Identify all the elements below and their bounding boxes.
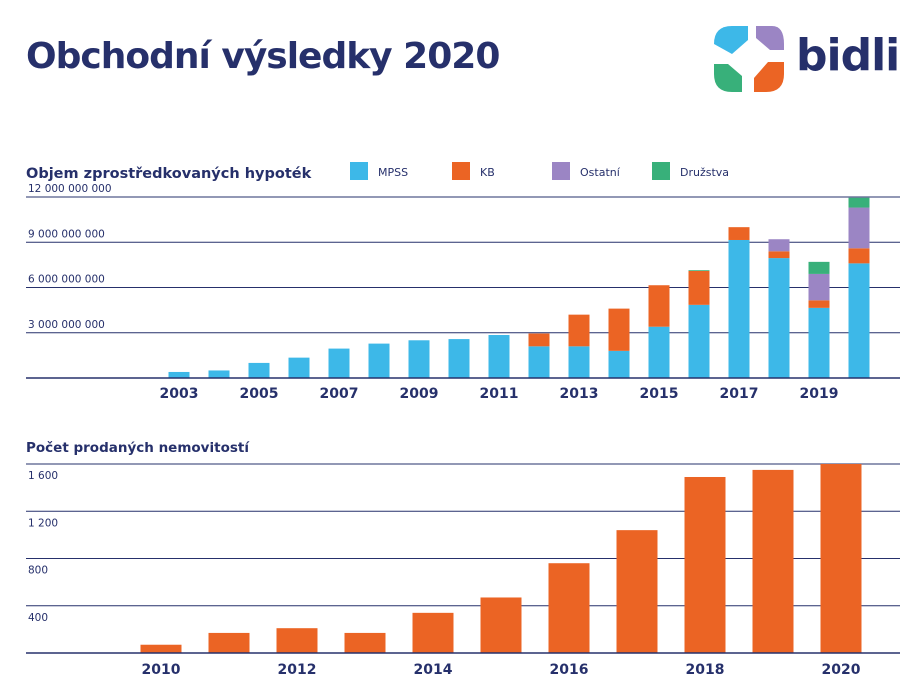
- bar-2019: [752, 469, 794, 653]
- y-tick-label: 3 000 000 000: [28, 319, 105, 331]
- bar-kb-2018: [768, 251, 790, 259]
- x-tick-label: 2007: [320, 386, 359, 402]
- x-tick-label: 2014: [414, 662, 453, 678]
- bar-2020: [820, 464, 862, 653]
- legend-swatch-mpss: [350, 162, 368, 180]
- x-tick-label: 2015: [640, 386, 679, 402]
- bar-2018: [684, 476, 726, 653]
- bar-kb-2020: [848, 248, 870, 264]
- y-tick-label: 12 000 000 000: [28, 183, 112, 195]
- bar-kb-2012: [528, 333, 550, 347]
- bar-2010: [140, 644, 182, 653]
- properties-sold-chart: Počet prodaných nemovitostí 400 800 1 200 1 …: [26, 440, 900, 678]
- x-tick-label: 2020: [822, 662, 861, 678]
- bar-mpss-2006: [288, 357, 310, 378]
- y-tick-label: 400: [28, 612, 48, 624]
- legend-label-mpss: MPSS: [378, 166, 408, 179]
- y-tick-label: 800: [28, 565, 48, 577]
- bar-družstva-2019: [808, 261, 830, 274]
- bar-2014: [412, 612, 454, 653]
- bar-mpss-2009: [408, 340, 430, 378]
- bar-mpss-2020: [848, 263, 870, 378]
- bar-mpss-2005: [248, 362, 270, 378]
- bar-2015: [480, 597, 522, 653]
- y-tick-label: 6 000 000 000: [28, 274, 105, 286]
- y-tick-label: 1 600: [28, 470, 58, 482]
- bar-mpss-2018: [768, 258, 790, 378]
- x-tick-label: 2005: [240, 386, 279, 402]
- bar-mpss-2015: [648, 326, 670, 378]
- legend-label-družstva: Družstva: [680, 166, 729, 179]
- bar-mpss-2012: [528, 346, 550, 378]
- bar-kb-2015: [648, 285, 670, 327]
- bar-2011: [208, 632, 250, 653]
- bar-družstva-2016: [688, 270, 710, 271]
- bar-kb-2019: [808, 300, 830, 308]
- bar-kb-2013: [568, 314, 590, 347]
- x-tick-label: 2013: [560, 386, 599, 402]
- x-tick-label: 2010: [142, 662, 181, 678]
- x-tick-label: 2009: [400, 386, 439, 402]
- chart-title: Počet prodaných nemovitostí: [26, 440, 250, 456]
- y-tick-label: 9 000 000 000: [28, 228, 105, 240]
- chart-title: Objem zprostředkovaných hypoték: [26, 166, 312, 182]
- bar-mpss-2014: [608, 350, 630, 378]
- y-tick-label: 1 200: [28, 517, 58, 529]
- x-tick-label: 2017: [720, 386, 759, 402]
- mortgage-volume-chart: Objem zprostředkovaných hypoték MPSS KB Ost…: [26, 162, 900, 402]
- bar-ostatní-2018: [768, 239, 790, 252]
- legend-swatch-kb: [452, 162, 470, 180]
- x-tick-label: 2019: [800, 386, 839, 402]
- bidli-logo: bidli: [712, 24, 912, 96]
- bar-družstva-2020: [848, 197, 870, 208]
- bar-mpss-2004: [208, 370, 230, 378]
- bar-2016: [548, 563, 590, 653]
- bar-mpss-2016: [688, 304, 710, 378]
- bar-mpss-2007: [328, 348, 350, 378]
- page-title: Obchodní výsledky 2020: [26, 36, 500, 77]
- bar-kb-2017: [728, 227, 750, 240]
- bar-mpss-2010: [448, 339, 470, 378]
- bar-mpss-2008: [368, 343, 390, 378]
- legend-swatch-ostatní: [552, 162, 570, 180]
- bar-mpss-2019: [808, 307, 830, 378]
- logo-text: bidli: [796, 30, 900, 81]
- bar-mpss-2011: [488, 335, 510, 378]
- bar-kb-2016: [688, 270, 710, 305]
- bar-kb-2014: [608, 308, 630, 351]
- x-tick-label: 2018: [686, 662, 725, 678]
- legend-swatch-družstva: [652, 162, 670, 180]
- bar-2012: [276, 628, 318, 653]
- bar-mpss-2017: [728, 239, 750, 378]
- bar-mpss-2013: [568, 346, 590, 378]
- legend-label-kb: KB: [480, 166, 495, 179]
- x-tick-label: 2011: [480, 386, 519, 402]
- bar-ostatní-2020: [848, 207, 870, 249]
- bidli-logo-mark-icon: [714, 26, 784, 92]
- bar-ostatní-2019: [808, 273, 830, 301]
- bar-2017: [616, 530, 658, 653]
- x-tick-label: 2012: [278, 662, 317, 678]
- x-tick-label: 2003: [160, 386, 199, 402]
- bar-2013: [344, 632, 386, 653]
- bar-mpss-2003: [168, 371, 190, 378]
- legend-label-ostatní: Ostatní: [580, 166, 621, 179]
- x-tick-label: 2016: [550, 662, 589, 678]
